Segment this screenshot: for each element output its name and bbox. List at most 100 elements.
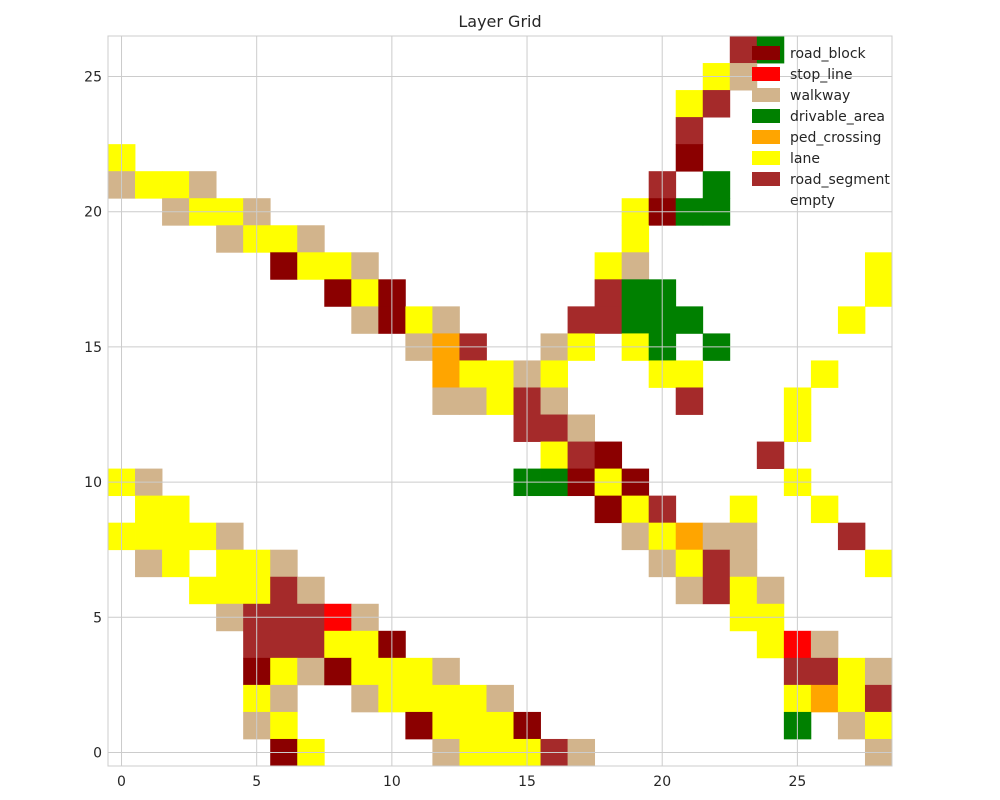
grid-cell-lane [459, 684, 487, 713]
legend-swatch-walkway [752, 88, 780, 102]
grid-cell-road-segment [594, 279, 623, 307]
grid-cell-walkway [486, 684, 514, 713]
grid-cell-walkway [729, 549, 758, 578]
grid-cell-lane [486, 711, 514, 740]
legend-swatch-empty [752, 193, 780, 207]
grid-cell-drivable-area [702, 171, 731, 199]
grid-cell-lane [162, 171, 190, 199]
grid-cell-walkway [297, 576, 325, 605]
y-tick-label: 0 [93, 745, 102, 761]
grid-cell-walkway [351, 252, 379, 280]
grid-cell-lane [135, 522, 163, 551]
legend-swatch-stop-line [752, 67, 780, 81]
grid-cell-lane [729, 576, 758, 605]
grid-cell-lane [675, 360, 704, 388]
grid-cell-lane [540, 441, 568, 469]
grid-cell-road-segment [567, 441, 596, 469]
grid-cell-road-block [594, 495, 623, 524]
grid-cell-road-segment [864, 684, 893, 713]
y-tick-label: 20 [84, 205, 102, 221]
grid-cell-road-block [270, 252, 298, 280]
grid-cell-road-segment [702, 549, 731, 578]
x-tick-label: 10 [383, 774, 401, 790]
grid-cell-drivable-area [675, 306, 704, 334]
grid-cell-walkway [351, 684, 379, 713]
grid-cell-lane [135, 171, 163, 199]
legend-label-empty: empty [790, 193, 835, 209]
grid-cell-lane [621, 495, 650, 524]
legend-label-ped-crossing: ped_crossing [790, 130, 881, 146]
grid-cell-lane [270, 657, 298, 686]
grid-cell-lane [216, 576, 244, 605]
plot-frame [107, 35, 893, 767]
grid-cell-road-segment [810, 657, 839, 686]
grid-cell-road-segment [594, 306, 623, 334]
grid-cell-road-segment [270, 630, 298, 659]
legend-label-walkway: walkway [790, 88, 850, 104]
grid-cell-lane [324, 252, 352, 280]
legend-swatch-drivable-area [752, 109, 780, 123]
grid-cell-road-segment [675, 117, 704, 145]
grid-cell-lane [351, 630, 379, 659]
grid-cell-lane [270, 711, 298, 740]
legend-label-lane: lane [790, 151, 820, 167]
grid-cell-lane [405, 306, 433, 334]
x-tick-label: 25 [788, 774, 806, 790]
x-tick-label: 15 [518, 774, 536, 790]
grid-cell-road-segment [297, 630, 325, 659]
x-tick-label: 0 [117, 774, 126, 790]
chart-title: Layer Grid [458, 12, 541, 31]
grid-cell-road-segment [702, 576, 731, 605]
legend-swatch-road-segment [752, 172, 780, 186]
grid-cell-lane [351, 657, 379, 686]
grid-cell-walkway [297, 225, 325, 253]
grid-cell-lane [675, 90, 704, 118]
grid-cell-lane [432, 684, 460, 713]
grid-cell-lane [864, 252, 893, 280]
grid-cell-walkway [540, 387, 568, 415]
grid-cell-road-segment [540, 414, 568, 442]
grid-cell-lane [675, 549, 704, 578]
grid-cell-lane [459, 711, 487, 740]
grid-cell-walkway [216, 225, 244, 253]
grid-cell-walkway [432, 387, 460, 415]
legend-label-stop-line: stop_line [790, 67, 853, 83]
y-tick-label: 5 [93, 610, 102, 626]
grid-cell-ped-crossing [810, 684, 839, 713]
grid-cell-walkway [621, 252, 650, 280]
plot-area: 0 5 10 15 20 25 0 5 10 15 20 25 road_block stop_linew… [84, 35, 893, 790]
grid-cell-road-segment [270, 576, 298, 605]
grid-cell-lane [810, 495, 839, 524]
grid-cell-walkway [864, 657, 893, 686]
legend-swatch-road-block [752, 46, 780, 60]
grid-cell-road-segment [567, 306, 596, 334]
grid-cell-walkway [351, 306, 379, 334]
y-tick-label: 10 [84, 475, 102, 491]
grid-cell-lane [189, 522, 217, 551]
grid-cell-lane [594, 252, 623, 280]
grid-cell-lane [135, 495, 163, 524]
grid-cell-walkway [837, 711, 866, 740]
grid-cell-road-block [324, 657, 352, 686]
grid-cell-road-segment [837, 522, 866, 551]
grid-cell-lane [216, 549, 244, 578]
grid-cell-lane [162, 522, 190, 551]
grid-cell-lane [864, 549, 893, 578]
grid-cell-lane [837, 657, 866, 686]
grid-cell-lane [459, 360, 487, 388]
legend-label-road-segment: road_segment [790, 172, 890, 188]
grid-cell-road-block [405, 711, 433, 740]
grid-cell-lane [351, 279, 379, 307]
grid-cell-walkway [459, 387, 487, 415]
grid-cell-walkway [270, 549, 298, 578]
grid-cell-lane [729, 495, 758, 524]
grid-cell-walkway [810, 630, 839, 659]
grid-cell-drivable-area [621, 306, 650, 334]
grid-cell-lane [756, 630, 785, 659]
grid-cell-lane [864, 711, 893, 740]
grid-cell-lane [405, 657, 433, 686]
legend-label-road-block: road_block [790, 46, 867, 62]
grid-cell-lane [486, 387, 514, 415]
